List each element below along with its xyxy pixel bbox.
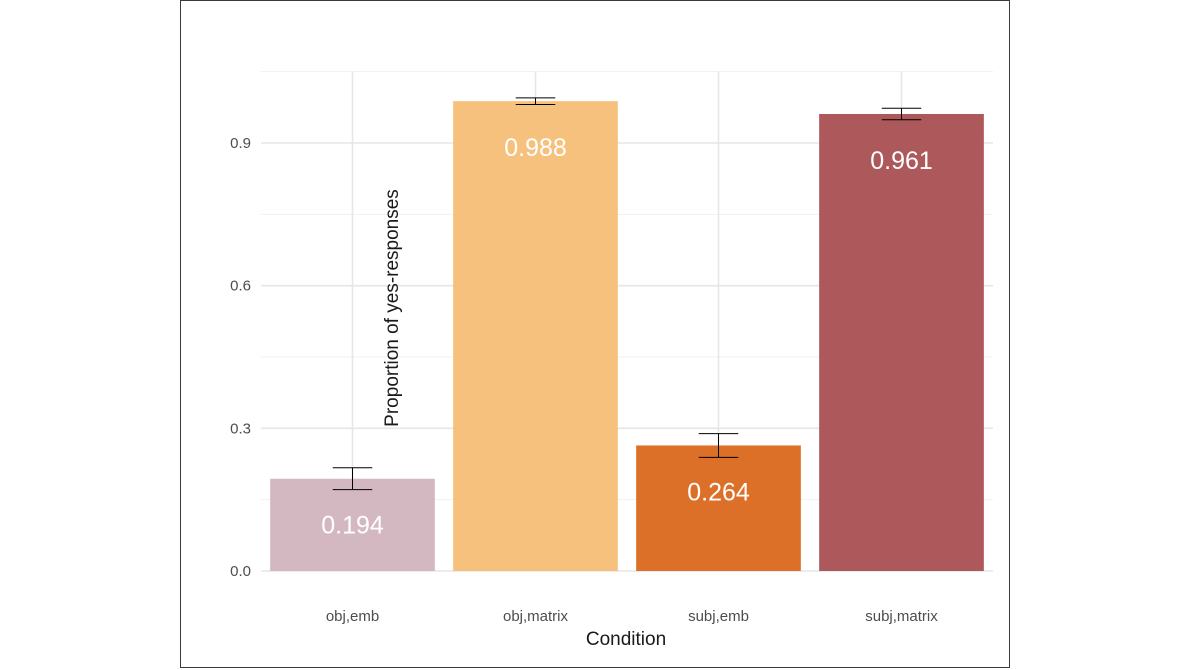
x-tick-label: subj,emb <box>688 608 749 625</box>
y-tick-label: 0.3 <box>230 420 251 437</box>
bar-value-label: 0.194 <box>321 512 384 540</box>
y-axis-title: Proportion of yes-responses <box>382 189 403 427</box>
error-bars <box>332 97 922 491</box>
x-axis-ticks: obj,emb obj,matrix subj,emb subj,matrix <box>326 608 938 625</box>
bar-value-label: 0.988 <box>504 134 567 162</box>
error-bar <box>515 97 556 105</box>
bar-obj-emb <box>270 478 435 571</box>
y-tick-label: 0.0 <box>230 563 251 580</box>
bar-value-label: 0.961 <box>870 147 933 175</box>
y-axis-ticks: 0.0 0.3 0.6 0.9 <box>230 135 251 580</box>
bars <box>270 101 984 571</box>
x-axis-title: Condition <box>586 629 666 650</box>
error-bar <box>332 467 373 491</box>
error-bar <box>881 107 922 121</box>
y-tick-label: 0.9 <box>230 135 251 152</box>
bar-value-label: 0.264 <box>687 478 750 506</box>
x-tick-label: obj,emb <box>326 608 379 625</box>
bar-subj-matrix <box>819 113 984 571</box>
y-tick-label: 0.6 <box>230 278 251 295</box>
data-labels: 0.194 0.988 0.264 0.961 <box>321 134 933 540</box>
chart-frame: 0.194 0.988 0.264 0.961 0.0 0.3 0.6 0.9 obj,em… <box>180 0 1010 668</box>
bar-chart: 0.194 0.988 0.264 0.961 0.0 0.3 0.6 0.9 obj,em… <box>230 71 993 650</box>
bar-subj-emb <box>636 445 801 571</box>
bar-obj-matrix <box>453 101 618 571</box>
error-bar <box>698 433 739 458</box>
x-tick-label: subj,matrix <box>865 608 938 625</box>
x-tick-label: obj,matrix <box>503 608 569 625</box>
